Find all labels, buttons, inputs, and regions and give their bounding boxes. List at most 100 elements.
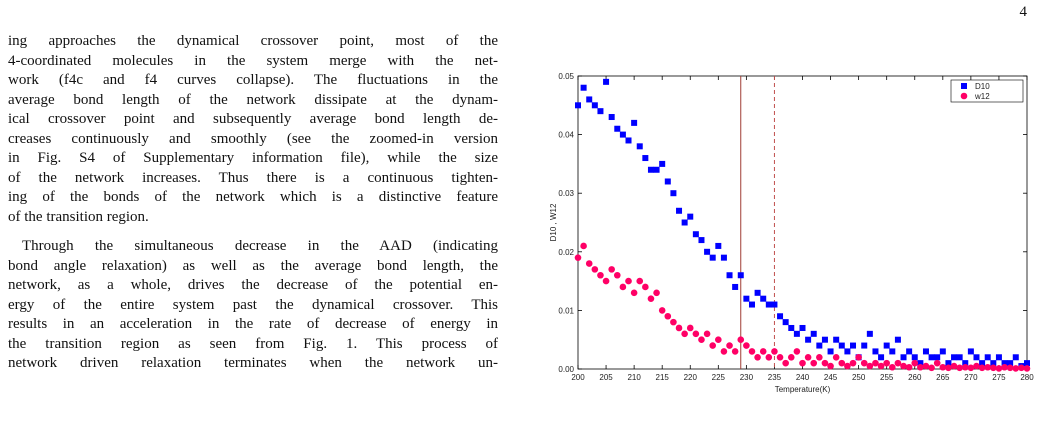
- x-tick-label: 210: [627, 373, 641, 382]
- point: [664, 312, 672, 320]
- point: [967, 348, 974, 355]
- point: [585, 260, 593, 267]
- point: [917, 363, 924, 371]
- point: [591, 102, 598, 109]
- point: [631, 119, 638, 126]
- point: [788, 324, 795, 331]
- point: [787, 353, 795, 361]
- point: [658, 307, 666, 314]
- point: [580, 242, 587, 250]
- x-tick-label: 220: [684, 373, 698, 382]
- point: [670, 190, 677, 197]
- point: [709, 342, 716, 349]
- point: [630, 289, 638, 297]
- point: [614, 125, 621, 132]
- point: [827, 362, 834, 370]
- point: [1006, 364, 1014, 372]
- point: [748, 301, 755, 308]
- point: [642, 155, 649, 162]
- point: [805, 336, 812, 343]
- x-tick-label: 270: [964, 373, 978, 382]
- point: [675, 324, 683, 332]
- text-line: ical crossover point and subsequently av…: [8, 111, 498, 127]
- point: [900, 362, 907, 370]
- point: [799, 359, 806, 367]
- x-tick-label: 225: [712, 373, 726, 382]
- point: [726, 342, 733, 349]
- point: [754, 353, 761, 361]
- x-axis-label: Temperature(K): [775, 385, 831, 394]
- point: [793, 348, 801, 355]
- point: [575, 102, 581, 109]
- point: [720, 254, 727, 261]
- point: [608, 114, 615, 121]
- text-line: creases continuously and smoothly (see t…: [8, 130, 498, 147]
- point: [1001, 363, 1008, 371]
- point: [692, 231, 699, 238]
- x-tick-label: 245: [824, 373, 838, 382]
- x-tick-label: 280: [1020, 373, 1034, 382]
- y-tick-label: 0.00: [558, 365, 574, 374]
- point: [844, 348, 851, 355]
- point: [1018, 364, 1025, 372]
- point: [653, 289, 660, 297]
- point: [810, 359, 818, 367]
- text-line: network, as a whole, drives the decrease…: [8, 277, 498, 293]
- y-tick-label: 0.03: [558, 189, 574, 198]
- y-tick-label: 0.01: [558, 306, 574, 315]
- point: [799, 324, 806, 331]
- point: [883, 342, 890, 349]
- point: [939, 348, 946, 355]
- point: [664, 178, 671, 185]
- point: [771, 301, 778, 308]
- point: [810, 330, 817, 337]
- point: [984, 363, 992, 371]
- point: [961, 363, 969, 371]
- point: [1024, 360, 1030, 367]
- point: [737, 272, 744, 279]
- point: [603, 78, 610, 85]
- point: [703, 330, 711, 338]
- point: [732, 283, 739, 290]
- point: [1012, 354, 1019, 361]
- point: [889, 363, 896, 371]
- point: [804, 353, 812, 361]
- point: [647, 295, 655, 302]
- point: [995, 365, 1003, 372]
- point: [782, 359, 789, 367]
- point: [619, 131, 626, 138]
- point: [715, 336, 722, 344]
- point: [978, 364, 986, 372]
- point: [754, 289, 761, 296]
- point: [877, 362, 885, 370]
- point: [580, 84, 587, 91]
- point: [849, 359, 857, 367]
- point: [832, 353, 840, 361]
- point: [990, 360, 997, 367]
- point: [1012, 365, 1020, 372]
- point: [883, 359, 890, 367]
- point: [771, 348, 778, 355]
- point: [726, 272, 733, 279]
- point: [911, 354, 918, 361]
- point: [979, 360, 986, 367]
- point: [602, 277, 610, 285]
- point: [681, 330, 688, 338]
- point: [984, 354, 991, 361]
- point: [586, 96, 593, 103]
- point: [597, 108, 604, 115]
- point: [838, 359, 846, 367]
- point: [894, 359, 902, 367]
- point: [922, 362, 930, 370]
- point: [821, 359, 829, 367]
- point: [928, 354, 935, 361]
- x-tick-label: 265: [936, 373, 950, 382]
- point: [860, 359, 868, 367]
- point: [793, 330, 800, 337]
- point: [827, 348, 834, 355]
- chart: 0.00 0.01 0.02 0.03 0.04 0.05 200 205 210 215 220 2…: [549, 72, 1034, 394]
- point: [642, 283, 649, 291]
- point: [776, 353, 784, 361]
- legend-marker: [960, 92, 968, 100]
- point: [995, 354, 1002, 361]
